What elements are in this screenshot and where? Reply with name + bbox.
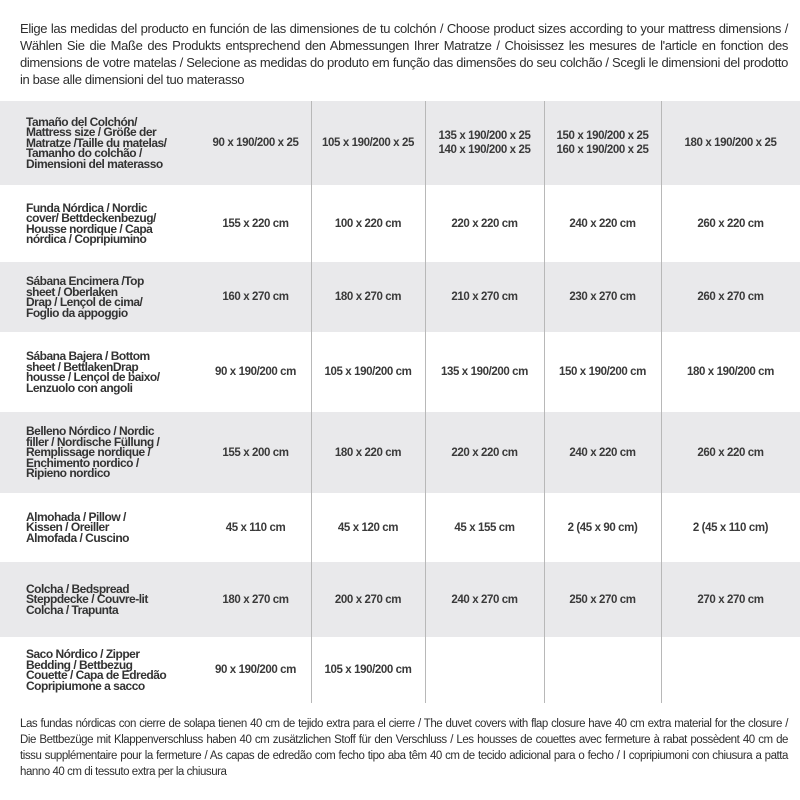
row-label: Saco Nórdico / Zipper Bedding / Bettbezu… (26, 647, 167, 693)
size-cell: 45 x 120 cm (337, 521, 399, 534)
size-cell: 180 x 270 cm (222, 593, 289, 606)
size-cell: 250 x 270 cm (569, 593, 636, 606)
size-cell: 180 x 190/200 cm (687, 366, 774, 378)
mattress-size-header: 135 x 190/200 x 25 140 x 190/200 x 25 (438, 130, 531, 156)
mattress-size-header: 180 x 190/200 x 25 (684, 137, 777, 149)
footnote-text: Las fundas nórdicas con cierre de solapa… (20, 718, 788, 778)
size-cell: 45 x 110 cm (225, 521, 286, 534)
size-cell: 135 x 190/200 cm (441, 366, 528, 378)
table-row: Sábana Bajera / Bottom sheet / Bettlaken… (0, 332, 800, 412)
row-label: Tamaño del Colchón/ Mattress size / Größ… (26, 114, 167, 171)
size-cell: 90 x 190/200 cm (215, 664, 296, 676)
size-cell: 150 x 190/200 cm (559, 366, 646, 378)
size-cell: 100 x 220 cm (334, 217, 402, 230)
size-cell: 90 x 190/200 cm (215, 366, 296, 378)
size-cell: 240 x 220 cm (569, 217, 636, 230)
row-label: Funda Nórdica / Nordic cover/ Bettdecken… (26, 200, 156, 246)
size-cell: 105 x 190/200 cm (324, 664, 412, 676)
column-divider (311, 101, 312, 703)
size-cell: 240 x 220 cm (569, 446, 636, 459)
size-cell: 260 x 220 cm (697, 446, 764, 459)
size-cell: 105 x 190/200 cm (324, 366, 412, 378)
size-cell: 180 x 270 cm (334, 291, 402, 303)
column-divider (661, 101, 662, 703)
size-cell: 230 x 270 cm (569, 291, 636, 303)
mattress-size-header: 105 x 190/200 x 25 (322, 137, 414, 149)
size-cell: 260 x 270 cm (697, 291, 764, 303)
size-cell: 210 x 270 cm (451, 291, 518, 303)
size-cell: 2 (45 x 110 cm) (692, 521, 769, 534)
size-cell: 240 x 270 cm (451, 593, 518, 606)
mattress-size-header: 150 x 190/200 x 25 160 x 190/200 x 25 (556, 130, 649, 156)
size-cell: 200 x 270 cm (334, 593, 402, 606)
row-label: Sábana Encimera /Top sheet / Oberlaken D… (26, 274, 144, 320)
row-label: Colcha / Bedspread Steppdecke / Couvre-l… (26, 581, 148, 617)
size-cell (661, 637, 800, 703)
table-row: Almohada / Pillow / Kissen / Oreiller Al… (0, 493, 800, 562)
column-divider (544, 101, 545, 703)
size-cell: 220 x 220 cm (451, 446, 518, 459)
size-cell (425, 637, 544, 703)
size-cell: 155 x 220 cm (222, 217, 289, 230)
row-label: Sábana Bajera / Bottom sheet / Bettlaken… (26, 349, 160, 395)
size-cell: 180 x 220 cm (334, 446, 402, 459)
size-cell: 155 x 200 cm (222, 446, 289, 459)
table-row: Belleno Nórdico / Nordic filler / Nordis… (0, 412, 800, 493)
table-row: Colcha / Bedspread Steppdecke / Couvre-l… (0, 562, 800, 637)
size-cell: 2 (45 x 90 cm) (567, 521, 638, 534)
size-cell: 270 x 270 cm (697, 593, 764, 606)
size-cell: 160 x 270 cm (222, 291, 289, 303)
intro-text: Elige las medidas del producto en funció… (20, 21, 788, 87)
table-row: Sábana Encimera /Top sheet / Oberlaken D… (0, 262, 800, 332)
size-table: Tamaño del Colchón/ Mattress size / Größ… (0, 101, 800, 703)
size-cell: 220 x 220 cm (451, 217, 518, 230)
column-divider (425, 101, 426, 703)
table-row: Saco Nórdico / Zipper Bedding / Bettbezu… (0, 637, 800, 703)
table-header-row: Tamaño del Colchón/ Mattress size / Größ… (0, 101, 800, 185)
size-cell: 45 x 155 cm (454, 521, 515, 534)
row-label: Belleno Nórdico / Nordic filler / Nordis… (26, 424, 160, 481)
size-cell: 260 x 220 cm (697, 217, 764, 230)
mattress-size-header: 90 x 190/200 x 25 (212, 137, 299, 149)
size-cell (544, 637, 661, 703)
row-label: Almohada / Pillow / Kissen / Oreiller Al… (26, 509, 130, 545)
table-row: Funda Nórdica / Nordic cover/ Bettdecken… (0, 185, 800, 262)
